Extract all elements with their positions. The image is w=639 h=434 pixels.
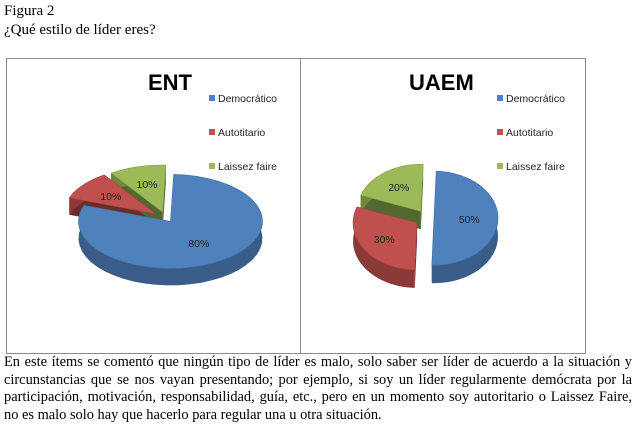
- legend-swatch-1: [497, 129, 503, 135]
- legend-swatch-2: [209, 163, 215, 169]
- chart-title-ent: ENT: [148, 70, 193, 95]
- pie-slice-democr-tico: [78, 174, 263, 269]
- chart-divider: [300, 58, 301, 354]
- legend-label: Democrático: [506, 93, 565, 105]
- figure-label: Figura 2: [4, 3, 55, 19]
- slice-wall-1-1: [353, 206, 415, 288]
- legend-label: Laissez faire: [506, 161, 565, 173]
- pie-slice-democr-tico: [431, 170, 499, 266]
- legend-swatch-2: [497, 163, 503, 169]
- legend-label: Autotitario: [506, 127, 553, 139]
- pie-charts: ENT 80% 10% 10% Democrático Autotitario Laisse…: [68, 70, 565, 288]
- legend-swatch-0: [209, 95, 215, 101]
- pie-slice-laissez-faire: [110, 164, 167, 213]
- figure-question: ¿Qué estilo de líder eres?: [4, 22, 156, 38]
- legend-swatch-0: [497, 95, 503, 101]
- chart-title-uaem: UAEM: [409, 70, 474, 95]
- pie-slice-autotitario: [68, 174, 156, 215]
- description-paragraph: En este ítems se comentó que ningún tipo…: [4, 354, 632, 423]
- data-label: 10%: [136, 179, 157, 191]
- legend-label: Autotitario: [218, 127, 265, 139]
- pie-slice-laissez-faire: [360, 163, 424, 212]
- chart-frame: [6, 58, 586, 354]
- data-label: 20%: [388, 182, 409, 194]
- data-label: 80%: [188, 238, 209, 250]
- data-label: 30%: [374, 234, 395, 246]
- data-label: 10%: [100, 191, 121, 203]
- legend-swatch-1: [209, 129, 215, 135]
- legend-label: Democrático: [218, 93, 277, 105]
- data-label: 50%: [459, 214, 480, 226]
- pie-slice-autotitario: [352, 206, 418, 271]
- legend-label: Laissez faire: [218, 161, 277, 173]
